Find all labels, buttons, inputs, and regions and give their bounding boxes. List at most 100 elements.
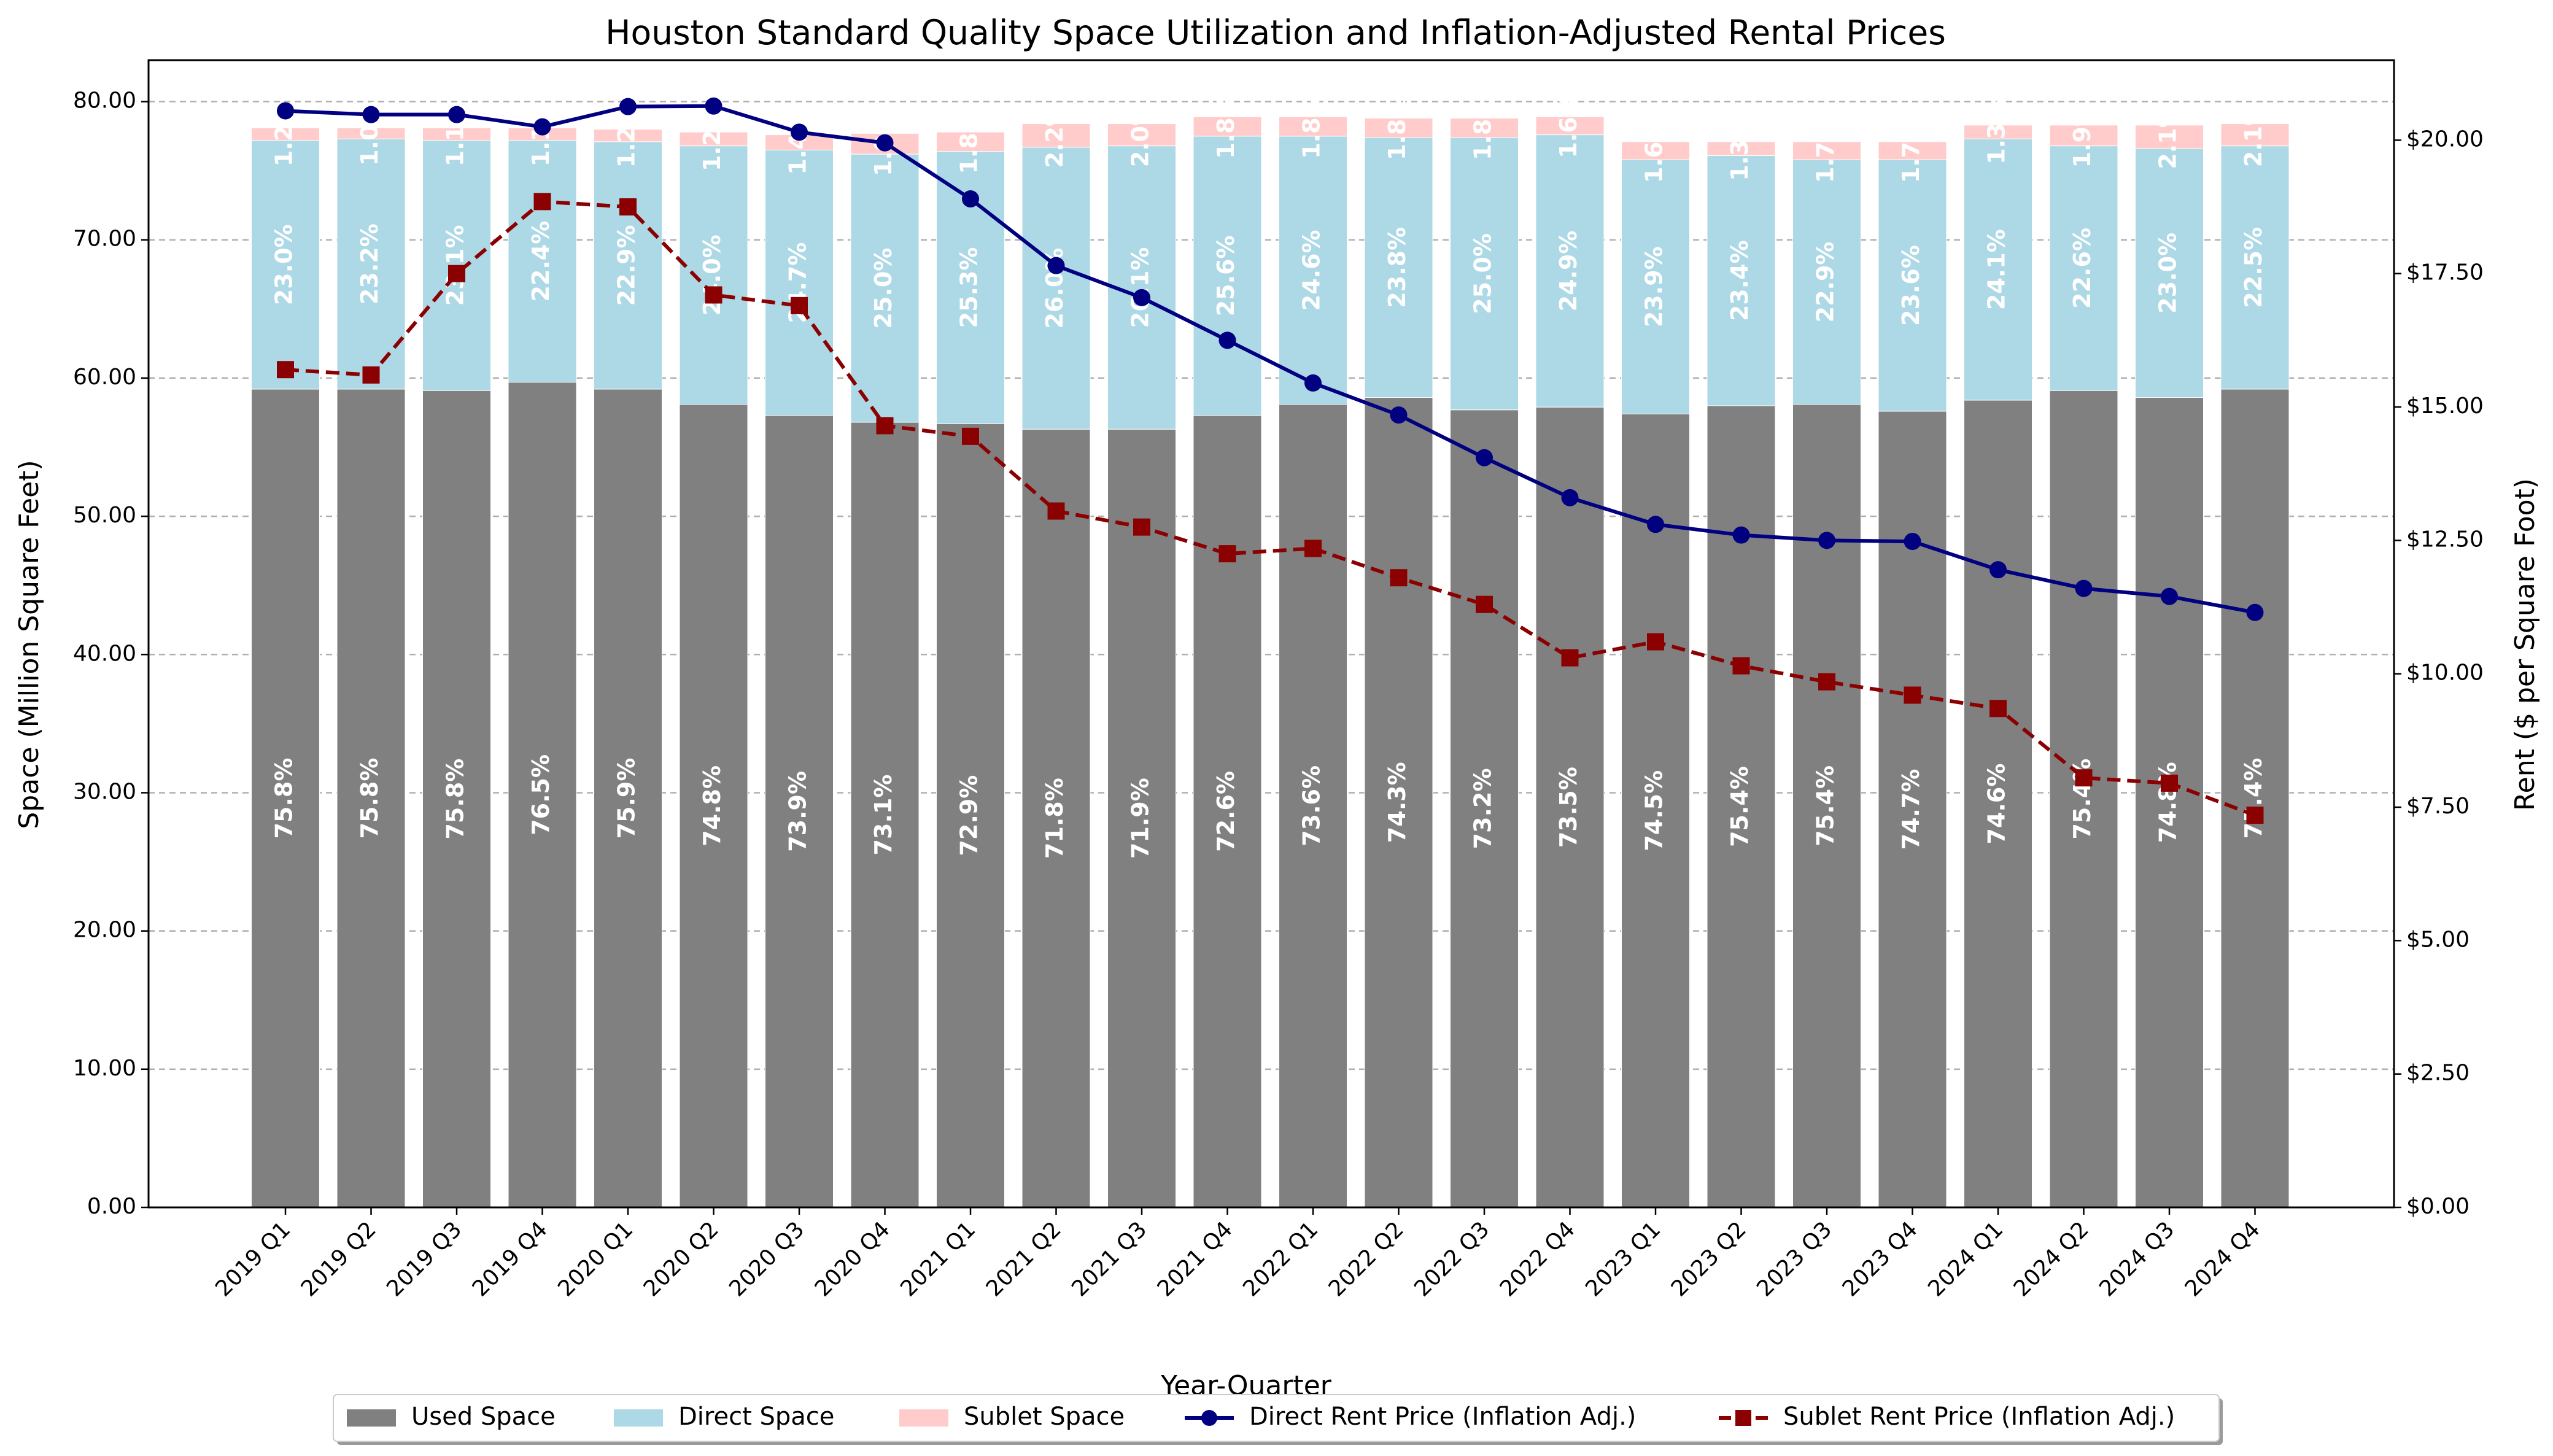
bar-label: 23.9%	[1641, 246, 1668, 327]
point-direct-rent	[1647, 516, 1664, 533]
bar-used-space	[1364, 397, 1433, 1208]
bar-label: 75.4%	[1812, 765, 1839, 846]
point-sublet-rent	[1133, 518, 1150, 536]
x-tick-label: 2020 Q4	[810, 1217, 895, 1301]
x-tick-label: 2023 Q2	[1667, 1217, 1751, 1301]
bar-label: 23.0%	[271, 224, 298, 305]
bar-direct-space	[850, 153, 920, 423]
bar-label: 26.1%	[1127, 247, 1154, 328]
bar-label: 1.4%	[784, 110, 812, 174]
bar-label: 1.2%	[699, 107, 726, 171]
bar-label: 25.6%	[1212, 235, 1239, 316]
x-tick-label: 2024 Q4	[2180, 1217, 2265, 1301]
bar-label: 73.6%	[1298, 765, 1325, 846]
bar-sublet-space	[1193, 116, 1262, 137]
bar-sublet-space	[1107, 123, 1176, 147]
bar-direct-space	[679, 145, 748, 405]
bar-label: 2.1%	[2155, 104, 2182, 169]
point-sublet-rent	[1647, 633, 1664, 651]
y-right-tick-label: $10.00	[2406, 660, 2484, 686]
bar-direct-space	[2220, 145, 2290, 390]
series-line-direct-rent	[285, 104, 2256, 614]
x-tick-label: 2022 Q3	[1409, 1217, 1494, 1301]
lines-layer	[277, 97, 2264, 824]
bar-sublet-space	[2135, 125, 2204, 149]
x-tick-label: 2020 Q3	[724, 1217, 809, 1301]
bar-label: 1.6%	[1641, 118, 1668, 183]
x-tick-label: 2021 Q4	[1153, 1217, 1238, 1301]
x-tick-label: 2019 Q4	[468, 1217, 552, 1301]
x-tick-label: 2021 Q2	[982, 1217, 1066, 1301]
point-direct-rent	[705, 97, 723, 115]
point-direct-rent	[1989, 561, 2007, 579]
bar-used-space	[936, 423, 1005, 1208]
bar-label: 24.9%	[1555, 230, 1582, 311]
bar-label: 23.6%	[1897, 245, 1924, 326]
bar-label: 74.8%	[699, 765, 726, 846]
point-direct-rent	[1476, 449, 1493, 467]
point-sublet-rent	[619, 198, 637, 216]
point-direct-rent	[1390, 406, 1408, 424]
point-direct-rent	[962, 190, 979, 208]
bar-label: 23.8%	[1384, 227, 1411, 308]
y-right-tick-label: $7.50	[2406, 794, 2470, 819]
bar-used-space	[251, 389, 320, 1208]
point-sublet-rent	[1561, 649, 1579, 667]
bar-label: 75.8%	[356, 758, 383, 839]
bar-label: 25.3%	[956, 247, 983, 328]
point-direct-rent	[1304, 374, 1322, 392]
bar-sublet-space	[1792, 141, 1861, 160]
bar-used-space	[1450, 409, 1519, 1208]
bar-sublet-space	[422, 127, 491, 141]
bar-used-space	[508, 382, 577, 1208]
bar-label: 1.8%	[1212, 94, 1239, 158]
bar-sublet-space	[936, 131, 1005, 152]
bar-label: 1.8%	[1384, 96, 1411, 160]
point-sublet-rent	[2246, 807, 2264, 824]
bar-used-space	[1021, 428, 1091, 1208]
y-right-tick-label: $20.00	[2406, 126, 2484, 152]
legend-box	[333, 1394, 2220, 1442]
bar-label: 73.9%	[784, 771, 812, 852]
bar-used-space	[2135, 397, 2204, 1208]
bar-used-space	[765, 415, 834, 1208]
bar-sublet-space	[1707, 141, 1776, 156]
point-direct-rent	[1818, 532, 1835, 549]
bar-direct-space	[1792, 159, 1861, 405]
bar-sublet-space	[1364, 118, 1433, 138]
bar-label: 2.0%	[1127, 103, 1154, 167]
bar-direct-space	[1707, 155, 1776, 406]
x-tick-label: 2022 Q4	[1495, 1217, 1580, 1301]
bar-label: 24.1%	[1983, 229, 2010, 310]
bar-label: 76.5%	[527, 754, 554, 835]
bar-sublet-space	[1535, 116, 1605, 136]
bar-label: 1.8%	[1298, 94, 1325, 158]
bar-label: 74.8%	[2155, 762, 2182, 843]
point-direct-rent	[2075, 579, 2093, 597]
bar-sublet-space	[594, 129, 662, 142]
bar-used-space	[2049, 390, 2118, 1208]
bar-direct-space	[1364, 137, 1433, 398]
bar-label: 22.6%	[2069, 228, 2096, 309]
legend-marker	[1201, 1410, 1217, 1426]
x-tick-label: 2019 Q3	[382, 1217, 467, 1301]
y-right-tick-label: $5.00	[2406, 927, 2470, 952]
bars-layer	[251, 116, 2290, 1208]
bar-sublet-space	[336, 127, 406, 139]
bar-direct-space	[2049, 145, 2118, 391]
point-direct-rent	[619, 98, 637, 115]
bar-direct-space	[2135, 148, 2204, 398]
point-direct-rent	[876, 134, 894, 152]
plot-frame	[147, 59, 2395, 1209]
y-right-tick-label: $0.00	[2406, 1194, 2470, 1219]
bar-label: 22.9%	[613, 225, 640, 306]
bar-used-space	[1535, 406, 1605, 1208]
y-left-tick-label: 30.00	[73, 779, 136, 804]
x-tick-label: 2023 Q3	[1752, 1217, 1837, 1301]
bar-label: 75.8%	[271, 758, 298, 839]
bar-sublet-space	[1621, 141, 1690, 160]
bar-label: 74.7%	[1897, 769, 1924, 850]
bar-label: 73.2%	[1470, 768, 1497, 849]
bar-used-space	[1107, 428, 1176, 1208]
point-sublet-rent	[876, 417, 894, 435]
